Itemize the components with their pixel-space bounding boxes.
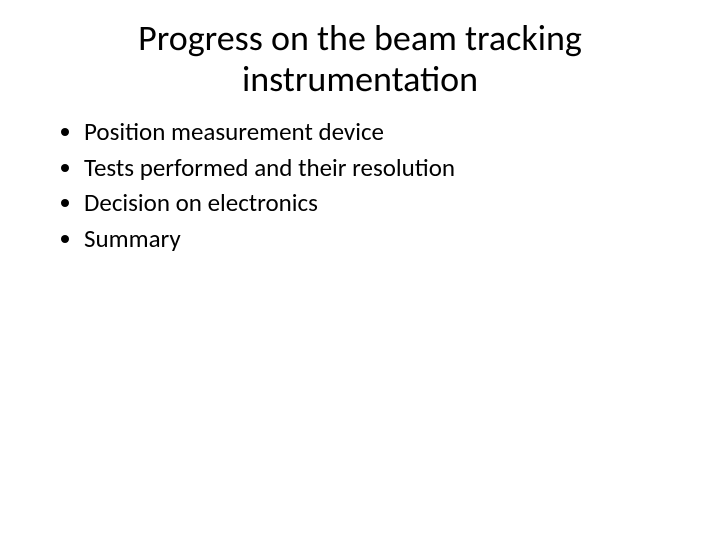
list-item: Summary bbox=[84, 222, 680, 256]
list-item: Tests performed and their resolution bbox=[84, 151, 680, 185]
list-item: Decision on electronics bbox=[84, 186, 680, 220]
bullet-list: Position measurement device Tests perfor… bbox=[40, 115, 680, 256]
title-line-2: instrumentation bbox=[242, 57, 478, 101]
list-item: Position measurement device bbox=[84, 115, 680, 149]
title-line-1: Progress on the beam tracking bbox=[138, 16, 582, 60]
slide-title: Progress on the beam tracking instrument… bbox=[40, 18, 680, 101]
slide: Progress on the beam tracking instrument… bbox=[0, 0, 720, 540]
